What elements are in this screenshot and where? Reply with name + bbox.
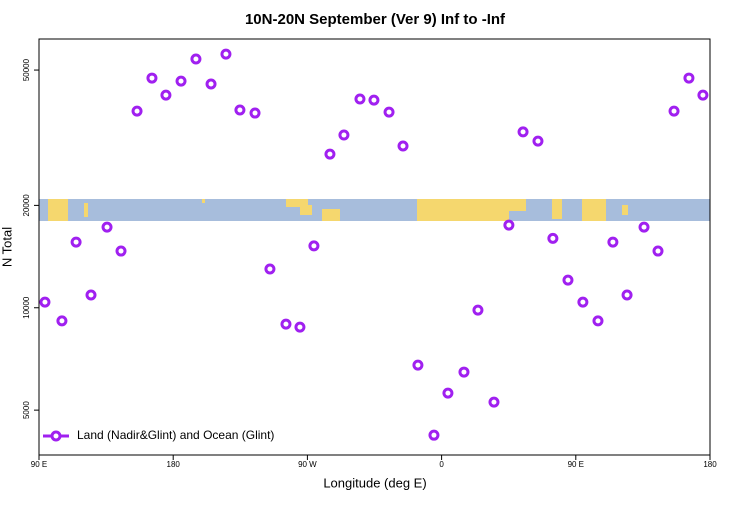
point	[146, 72, 158, 84]
x-tick-label: 180	[703, 460, 717, 469]
x-axis-label: Longitude (deg E)	[323, 475, 426, 490]
point	[592, 315, 604, 327]
point	[308, 240, 320, 252]
point	[115, 245, 127, 257]
chart-title: 10N-20N September (Ver 9) Inf to -Inf	[245, 11, 506, 28]
point	[131, 105, 143, 117]
point	[249, 107, 261, 119]
x-tick-label: 0	[439, 460, 444, 469]
point	[412, 359, 424, 371]
x-tick-label: 90 E	[568, 460, 584, 469]
point	[220, 48, 232, 60]
x-tick-label: 180	[167, 460, 181, 469]
point	[39, 296, 51, 308]
point	[234, 104, 246, 116]
point	[101, 221, 113, 233]
point	[354, 93, 366, 105]
x-tick-label: 90 E	[31, 460, 47, 469]
point	[683, 72, 695, 84]
point	[638, 221, 650, 233]
point	[397, 140, 409, 152]
x-tick-label: 90 W	[298, 460, 317, 469]
point	[338, 129, 350, 141]
y-axis-label: N Total	[0, 227, 14, 267]
point	[547, 232, 559, 244]
point	[175, 75, 187, 87]
point	[697, 89, 709, 101]
point	[205, 78, 217, 90]
point	[324, 148, 336, 160]
map-band	[39, 199, 710, 221]
point	[383, 106, 395, 118]
point	[70, 236, 82, 248]
point	[56, 315, 68, 327]
legend-marker	[50, 430, 62, 442]
point	[190, 53, 202, 65]
point	[85, 289, 97, 301]
land	[48, 199, 628, 221]
point	[607, 236, 619, 248]
point	[294, 321, 306, 333]
point	[428, 429, 440, 441]
point	[488, 396, 500, 408]
legend-label: Land (Nadir&Glint) and Ocean (Glint)	[77, 428, 274, 442]
point	[160, 89, 172, 101]
point	[577, 296, 589, 308]
point	[652, 245, 664, 257]
point	[368, 94, 380, 106]
y-tick-label: 50000	[22, 58, 31, 81]
point	[503, 219, 515, 231]
ocean	[39, 199, 710, 221]
point	[532, 135, 544, 147]
point	[472, 304, 484, 316]
point	[668, 105, 680, 117]
plot-frame	[38, 38, 711, 456]
point	[280, 318, 292, 330]
point	[562, 274, 574, 286]
point	[264, 263, 276, 275]
point	[442, 387, 454, 399]
point	[621, 289, 633, 301]
point	[458, 366, 470, 378]
point	[517, 126, 529, 138]
y-tick-label: 5000	[22, 401, 31, 419]
y-tick-label: 20000	[22, 194, 31, 217]
y-tick-label: 10000	[22, 296, 31, 319]
